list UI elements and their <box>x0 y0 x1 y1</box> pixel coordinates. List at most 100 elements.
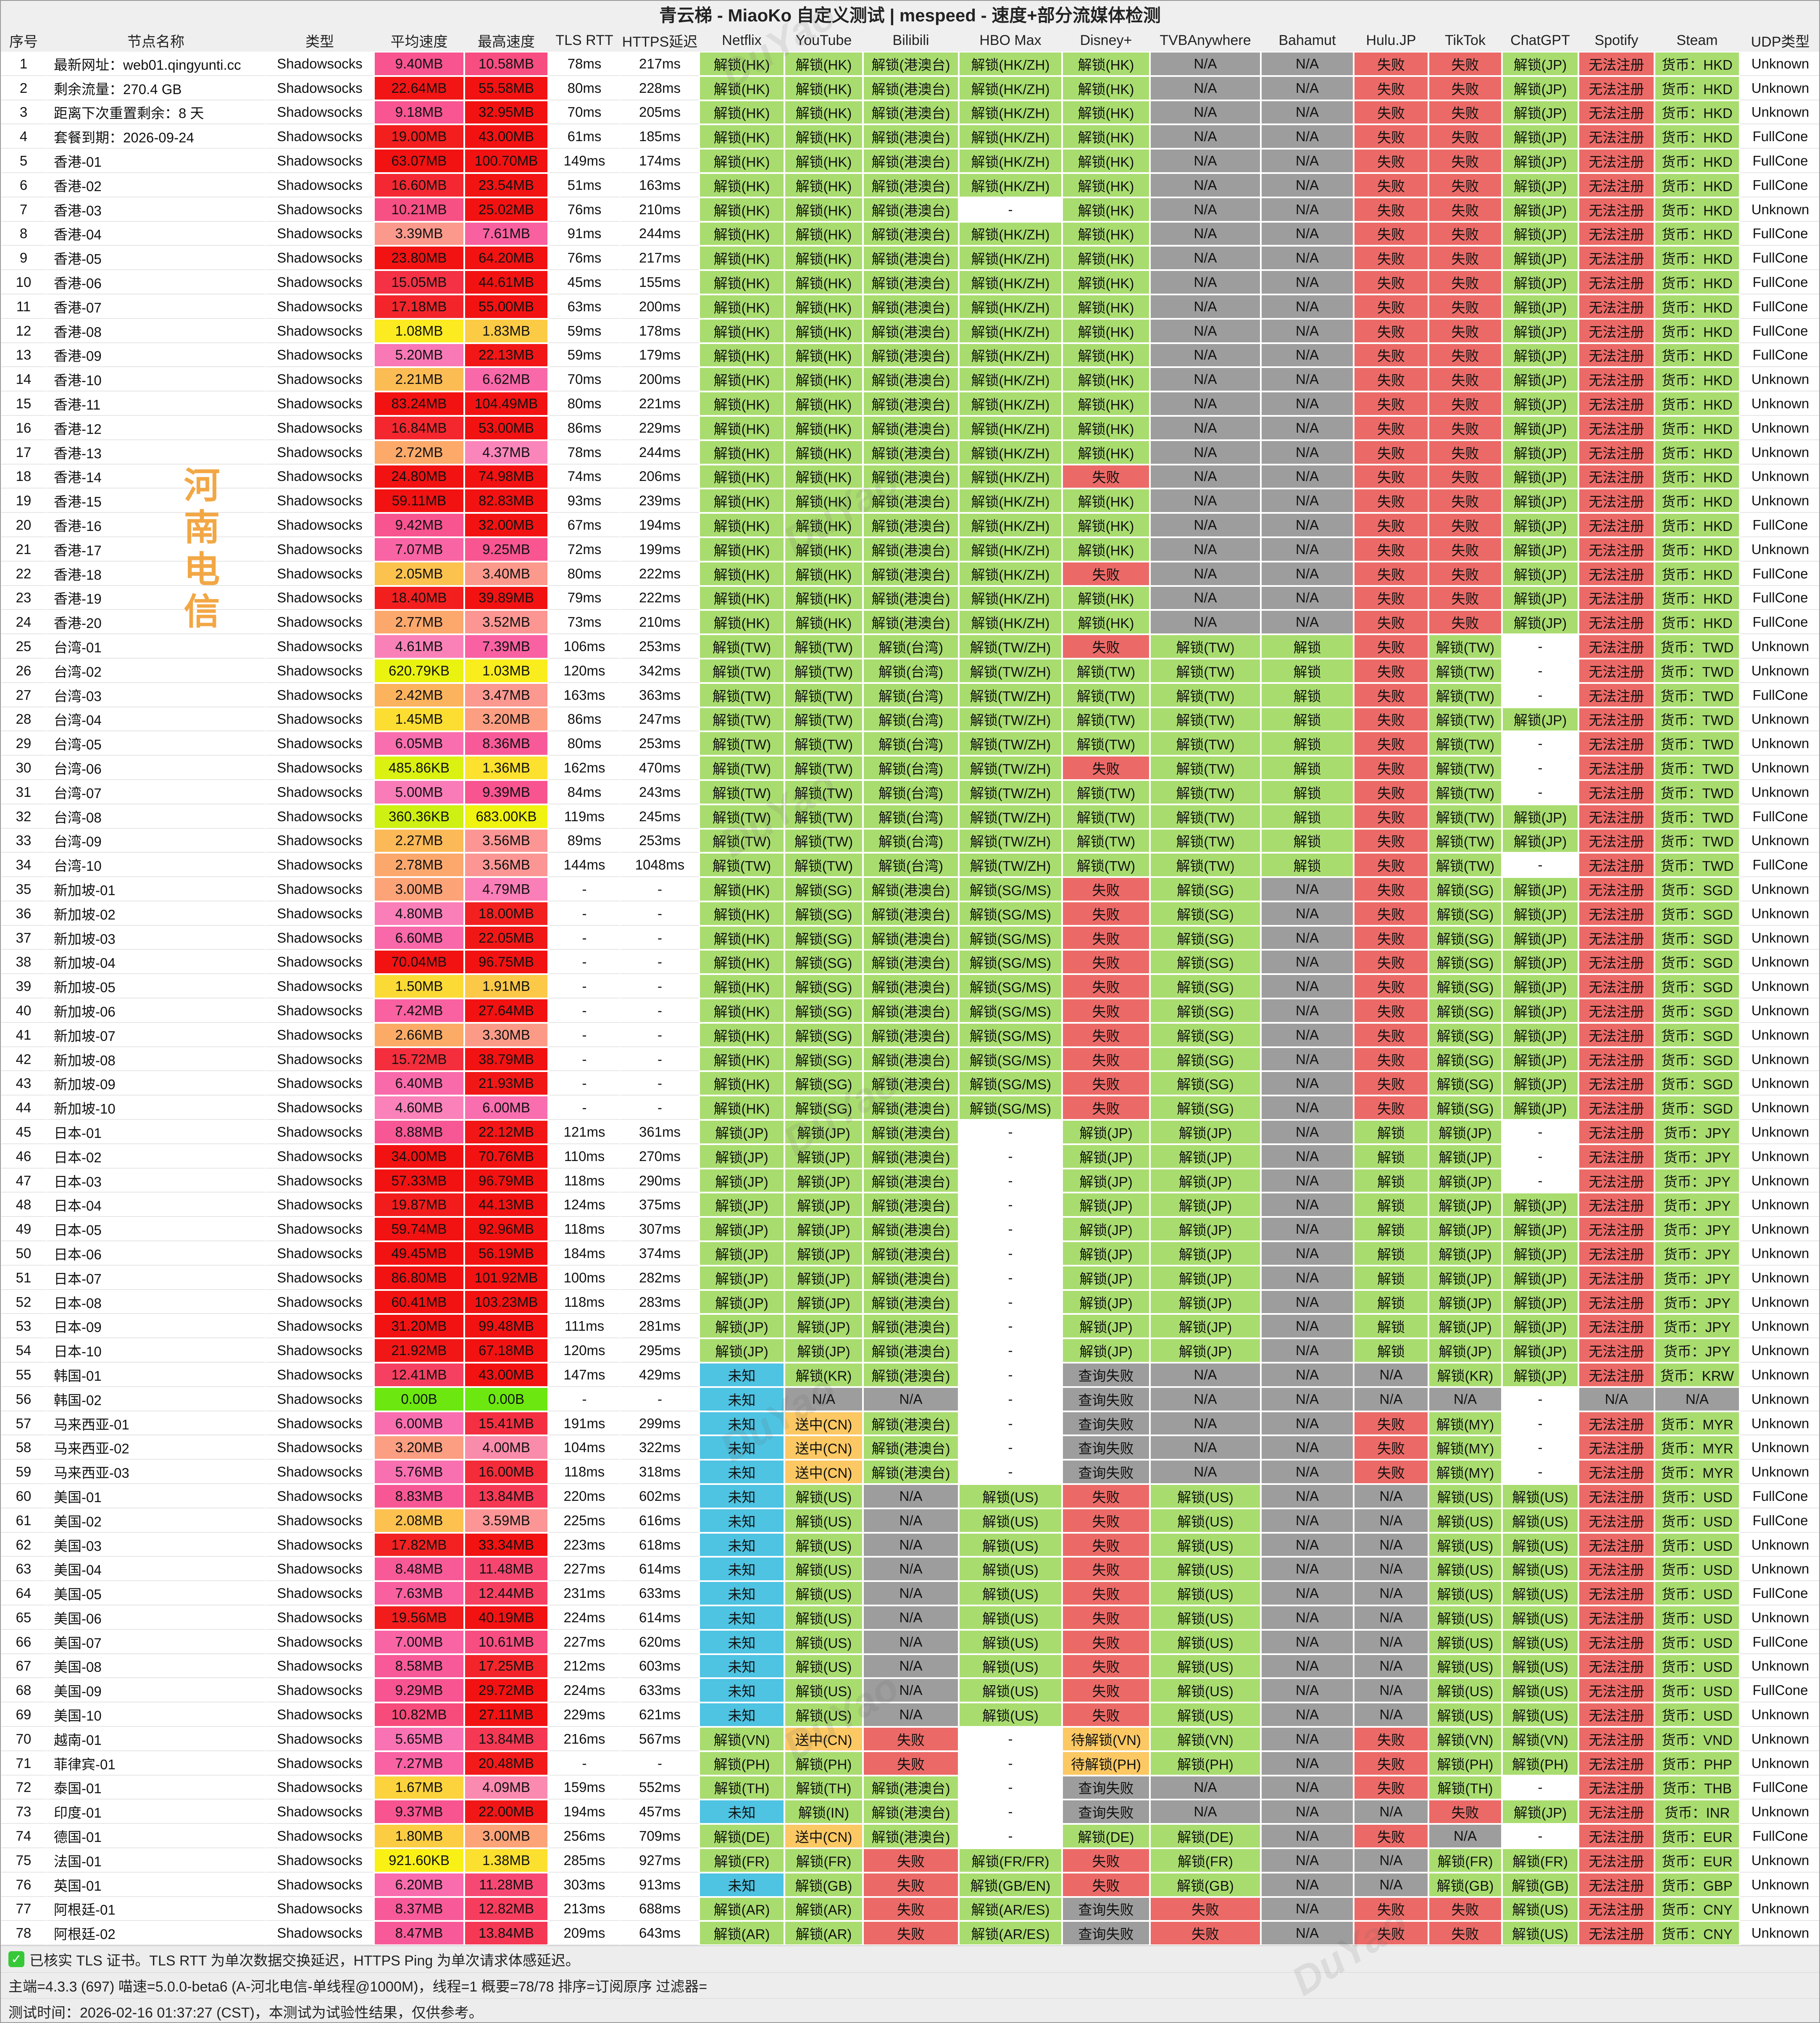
hbo-max-cell: 解锁(HK/ZH) <box>959 513 1062 537</box>
https-latency-cell: 217ms <box>621 246 699 271</box>
tiktok-cell: 解锁(JP) <box>1428 1241 1502 1266</box>
bahamut-cell: N/A <box>1261 1508 1354 1533</box>
disney-plus-cell: 解锁(HK) <box>1062 440 1150 465</box>
tiktok-cell: 解锁(SG) <box>1428 877 1502 901</box>
hbo-max-cell: 解锁(HK/ZH) <box>959 464 1062 489</box>
table-row: 8 香港-04 Shadowsocks 3.39MB 7.61MB 91ms 244ms 解锁… <box>1 221 1819 246</box>
netflix-cell: 解锁(TW) <box>699 804 784 829</box>
node-name-cell: 台湾-02 <box>46 658 266 683</box>
youtube-cell: 解锁(GB) <box>784 1872 863 1897</box>
avg-speed-cell: 6.40MB <box>374 1071 464 1096</box>
max-speed-cell: 33.34MB <box>464 1532 548 1557</box>
table-row: 67 美国-08 Shadowsocks 8.58MB 17.25MB 212ms 603m… <box>1 1654 1819 1679</box>
spotify-cell: 无法注册 <box>1578 1290 1654 1314</box>
tvb-anywhere-cell: 解锁(TW) <box>1150 756 1261 780</box>
type-cell: Shadowsocks <box>266 1338 374 1363</box>
tiktok-cell: 失败 <box>1428 100 1502 125</box>
bahamut-cell: N/A <box>1261 343 1354 368</box>
seq-cell: 14 <box>1 367 46 392</box>
bahamut-cell: N/A <box>1261 1532 1354 1557</box>
table-row: 62 美国-03 Shadowsocks 17.82MB 33.34MB 223ms 618… <box>1 1532 1819 1557</box>
disney-plus-cell: 失败 <box>1062 561 1150 586</box>
disney-plus-cell: 失败 <box>1062 877 1150 901</box>
netflix-cell: 解锁(HK) <box>699 901 784 926</box>
column-header-chatgpt: ChatGPT <box>1502 29 1578 52</box>
table-row: 5 香港-01 Shadowsocks 63.07MB 100.70MB 149ms 174… <box>1 149 1819 173</box>
table-row: 64 美国-05 Shadowsocks 7.63MB 12.44MB 231ms 633m… <box>1 1581 1819 1605</box>
tvb-anywhere-cell: N/A <box>1150 561 1261 586</box>
bahamut-cell: N/A <box>1261 440 1354 465</box>
udp-type-cell: Unknown <box>1740 197 1819 222</box>
spotify-cell: 无法注册 <box>1578 707 1654 732</box>
udp-type-cell: Unknown <box>1740 1921 1819 1946</box>
hbo-max-cell: 解锁(HK/ZH) <box>959 318 1062 343</box>
disney-plus-cell: 解锁(HK) <box>1062 52 1150 76</box>
type-cell: Shadowsocks <box>266 1629 374 1654</box>
https-latency-cell: 200ms <box>621 367 699 392</box>
chatgpt-cell: 解锁(JP) <box>1502 1290 1578 1314</box>
https-latency-cell: 363ms <box>621 683 699 707</box>
table-row: 73 印度-01 Shadowsocks 9.37MB 22.00MB 194ms 457m… <box>1 1800 1819 1824</box>
tiktok-cell: 解锁(US) <box>1428 1508 1502 1533</box>
spotify-cell: 无法注册 <box>1578 1022 1654 1047</box>
youtube-cell: 解锁(SG) <box>784 901 863 926</box>
hbo-max-cell: 解锁(TW/ZH) <box>959 683 1062 707</box>
udp-type-cell: Unknown <box>1740 1411 1819 1436</box>
netflix-cell: 解锁(AR) <box>699 1921 784 1946</box>
node-name-cell: 德国-01 <box>46 1824 266 1848</box>
tls-rtt-cell: 79ms <box>548 586 621 610</box>
https-latency-cell: 199ms <box>621 537 699 562</box>
hulu-jp-cell: 解锁 <box>1354 1168 1428 1193</box>
type-cell: Shadowsocks <box>266 173 374 197</box>
tiktok-cell: 解锁(US) <box>1428 1629 1502 1654</box>
disney-plus-cell: 查询失败 <box>1062 1411 1150 1436</box>
hbo-max-cell: - <box>959 1775 1062 1800</box>
youtube-cell: 解锁(JP) <box>784 1241 863 1266</box>
bahamut-cell: N/A <box>1261 561 1354 586</box>
tvb-anywhere-cell: 解锁(TW) <box>1150 828 1261 853</box>
https-latency-cell: - <box>621 925 699 950</box>
netflix-cell: 解锁(HK) <box>699 52 784 76</box>
chatgpt-cell: - <box>1502 1120 1578 1144</box>
netflix-cell: 未知 <box>699 1532 784 1557</box>
node-name-cell: 日本-05 <box>46 1217 266 1242</box>
bahamut-cell: N/A <box>1261 52 1354 76</box>
column-header-youtube: YouTube <box>784 29 863 52</box>
hulu-jp-cell: N/A <box>1354 1363 1428 1387</box>
steam-cell: 货币：PHP <box>1654 1751 1740 1776</box>
hbo-max-cell: 解锁(TW/ZH) <box>959 707 1062 732</box>
tvb-anywhere-cell: 解锁(JP) <box>1150 1265 1261 1290</box>
youtube-cell: 解锁(FR) <box>784 1848 863 1873</box>
hbo-max-cell: 解锁(US) <box>959 1654 1062 1679</box>
bilibili-cell: 解锁(港澳台) <box>863 1775 959 1800</box>
chatgpt-cell: 解锁(JP) <box>1502 1363 1578 1387</box>
tls-rtt-cell: 91ms <box>548 221 621 246</box>
disney-plus-cell: 失败 <box>1062 464 1150 489</box>
table-row: 65 美国-06 Shadowsocks 19.56MB 40.19MB 224ms 614… <box>1 1605 1819 1630</box>
chatgpt-cell: 解锁(JP) <box>1502 513 1578 537</box>
tvb-anywhere-cell: 解锁(SG) <box>1150 1022 1261 1047</box>
spotify-cell: 无法注册 <box>1578 586 1654 610</box>
seq-cell: 11 <box>1 294 46 319</box>
seq-cell: 51 <box>1 1265 46 1290</box>
seq-cell: 32 <box>1 804 46 829</box>
bilibili-cell: 解锁(港澳台) <box>863 950 959 975</box>
spotify-cell: 无法注册 <box>1578 173 1654 197</box>
spotify-cell: 无法注册 <box>1578 998 1654 1023</box>
table-row: 78 阿根廷-02 Shadowsocks 8.47MB 13.84MB 209ms 643… <box>1 1921 1819 1946</box>
spotify-cell: 无法注册 <box>1578 1872 1654 1897</box>
tiktok-cell: 解锁(TW) <box>1428 658 1502 683</box>
youtube-cell: 解锁(SG) <box>784 950 863 975</box>
udp-type-cell: Unknown <box>1740 1532 1819 1557</box>
udp-type-cell: FullCone <box>1740 124 1819 149</box>
tvb-anywhere-cell: 解锁(US) <box>1150 1702 1261 1727</box>
youtube-cell: 解锁(HK) <box>784 197 863 222</box>
https-latency-cell: 913ms <box>621 1872 699 1897</box>
tls-rtt-cell: - <box>548 974 621 999</box>
chatgpt-cell: 解锁(US) <box>1502 1921 1578 1946</box>
max-speed-cell: 4.79MB <box>464 877 548 901</box>
youtube-cell: 解锁(HK) <box>784 246 863 271</box>
max-speed-cell: 0.00B <box>464 1387 548 1411</box>
https-latency-cell: - <box>621 877 699 901</box>
https-latency-cell: 210ms <box>621 610 699 635</box>
